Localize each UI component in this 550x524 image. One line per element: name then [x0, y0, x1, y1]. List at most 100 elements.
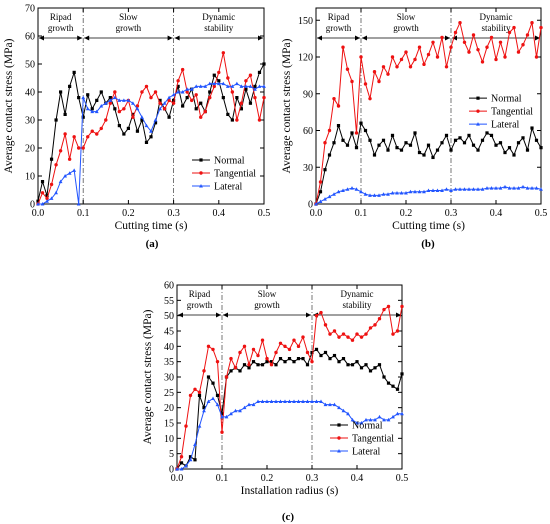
panel-c-phase-label-0-1: growth — [187, 300, 213, 310]
panel-b-tangential-point-31 — [453, 30, 458, 35]
panel-c-normal-point-30 — [310, 350, 314, 355]
panel-c-lateral-point-5 — [197, 424, 202, 428]
panel-a-normal-point-13 — [95, 98, 99, 102]
panel-c-y-tick-label-1: 5 — [169, 449, 174, 460]
panel-c-tangential-point-11 — [224, 375, 229, 379]
panel-a-lateral-point-23 — [140, 115, 144, 119]
panel-b-normal-point-29 — [444, 133, 449, 137]
panel-b-normal-point-18 — [395, 146, 399, 150]
panel-a-legend-marker-normal — [199, 158, 203, 162]
panel-c-y-tick-label-4: 20 — [164, 403, 174, 414]
panel-c-phase-label-2-0: Dynamic — [341, 289, 374, 299]
panel-b-lateral-point-4 — [332, 192, 336, 196]
panel-a-x-tick-label-5: 0.5 — [258, 208, 271, 219]
panel-a-lateral-point-36 — [198, 84, 203, 88]
panel-c-tangential-point-39 — [350, 338, 355, 342]
panel-c-lateral-point-10 — [220, 414, 224, 419]
panel-a-tangential-point-44 — [235, 118, 239, 122]
panel-a-normal-point-14 — [99, 90, 103, 94]
panel-b-lateral-point-25 — [426, 188, 431, 193]
panel-b-normal-point-9 — [354, 146, 359, 150]
panel-b-legend-marker-lateral — [476, 122, 480, 126]
panel-c-normal-point-25 — [287, 357, 292, 361]
panel-c-lateral-point-2 — [184, 463, 188, 468]
panel-a-phase-label-2-0: Dynamic — [202, 12, 235, 22]
panel-b-normal-point-27 — [435, 148, 440, 152]
panel-a-lateral-point-19 — [121, 98, 126, 102]
panel-b-x-tick-label-0: 0.0 — [310, 208, 323, 219]
panel-c-lateral-point-48 — [391, 414, 395, 419]
panel-b-y-tick-label-1: 30 — [303, 163, 313, 174]
panel-c-tangential-point-27 — [296, 344, 301, 349]
panel-b-lateral-point-0 — [314, 202, 318, 206]
panel-a-phase-label-0-0: Ripad — [50, 12, 72, 22]
panel-a-x-tick-label-1: 0.1 — [77, 208, 90, 219]
panel-c-normal-point-46 — [382, 375, 386, 379]
panel-a-lateral-point-39 — [212, 81, 217, 86]
panel-c-normal-point-40 — [355, 360, 359, 364]
panel-b-lateral-point-18 — [395, 190, 399, 195]
panel-b-normal-point-7 — [345, 143, 350, 147]
panel-a-tangential-point-5 — [58, 149, 63, 153]
panel-c-lateral-point-8 — [211, 396, 215, 400]
panel-a-tangential-point-3 — [49, 182, 54, 187]
panel-a-y-tick-label-4: 40 — [25, 88, 35, 99]
panel-b-lateral-point-47 — [525, 186, 530, 190]
panel-c-tangential-point-2 — [184, 424, 188, 428]
panel-b-tangential-point-14 — [377, 79, 381, 84]
panel-b-phase-label-0-0: Ripad — [328, 12, 350, 22]
panel-a-lateral-point-12 — [90, 109, 95, 114]
panel-a-normal-point-46 — [244, 87, 248, 91]
panel-b-normal-point-21 — [408, 143, 413, 147]
panel-b-tangential-point-26 — [431, 40, 435, 44]
panel-b-lateral-point-24 — [422, 189, 426, 194]
panel-c-tangential-point-26 — [292, 338, 296, 342]
panel-c-normal-point-18 — [256, 363, 260, 367]
panel-a-lateral-point-37 — [203, 84, 208, 88]
panel-c-lateral-point-3 — [188, 457, 193, 462]
panel-b-tangential-point-48 — [530, 21, 534, 25]
panel-b-lateral-point-13 — [372, 193, 377, 197]
panel-c-lateral-point-1 — [179, 467, 184, 471]
panel-b-legend-marker-tangential — [476, 109, 480, 113]
panel-a-y-tick-label-1: 10 — [25, 172, 35, 183]
panel-b-lateral-point-14 — [377, 193, 381, 197]
panel-a-y-tick-label-2: 20 — [25, 144, 35, 155]
panel-b-legend-marker-normal — [476, 96, 480, 100]
panel-a-tangential-point-50 — [262, 95, 266, 100]
panel-c-tangential-point-30 — [310, 359, 314, 364]
panel-b-phase-arrowhead-left-2 — [452, 35, 457, 41]
panel-c-legend-label-lateral: Lateral — [352, 447, 381, 458]
panel-a-normal-point-26 — [153, 121, 158, 125]
panel-a-lateral-point-4 — [54, 190, 58, 195]
panel-a-lateral-point-5 — [58, 179, 63, 184]
panel-a-lateral-point-2 — [45, 199, 49, 203]
panel-c-lateral-point-16 — [247, 402, 251, 407]
panel-b-tangential-point-11 — [363, 82, 368, 86]
panel-c-lateral-point-6 — [202, 408, 206, 413]
panel-b-y-tick-label-3: 90 — [303, 89, 313, 100]
panel-c-normal-point-16 — [247, 366, 251, 370]
panel-a-lateral-point-21 — [131, 101, 135, 105]
panel-a-tangential-point-22 — [135, 104, 140, 108]
panel-b-tangential-point-2 — [323, 141, 327, 145]
panel-c-tangential-point-19 — [260, 338, 265, 342]
panel-c-lateral-point-27 — [296, 399, 301, 404]
panel-a-lateral-point-14 — [99, 104, 104, 108]
panel-a-normal-point-19 — [122, 132, 126, 136]
panel-c-tangential-point-7 — [206, 344, 211, 349]
panel-c-y-tick-label-8: 40 — [164, 342, 174, 353]
panel-b-tangential-point-5 — [336, 104, 341, 108]
panel-b-normal-point-45 — [516, 141, 521, 145]
panel-b-lateral-point-37 — [480, 187, 485, 191]
panel-a-lateral-point-50 — [262, 84, 266, 88]
panel-c-tangential-point-16 — [247, 363, 251, 367]
panel-a-normal-point-5 — [59, 90, 63, 94]
panel-c-y-tick-label-12: 60 — [164, 281, 174, 292]
panel-a-y-tick-label-0: 0 — [30, 200, 35, 211]
panel-b-normal-point-34 — [467, 133, 471, 137]
panel-a-tangential-point-34 — [189, 98, 194, 103]
panel-a-tangential-point-16 — [108, 101, 113, 105]
panel-b-legend-label-tangential: Tangential — [491, 107, 533, 118]
panel-a-y-tick-label-7: 70 — [25, 4, 35, 15]
